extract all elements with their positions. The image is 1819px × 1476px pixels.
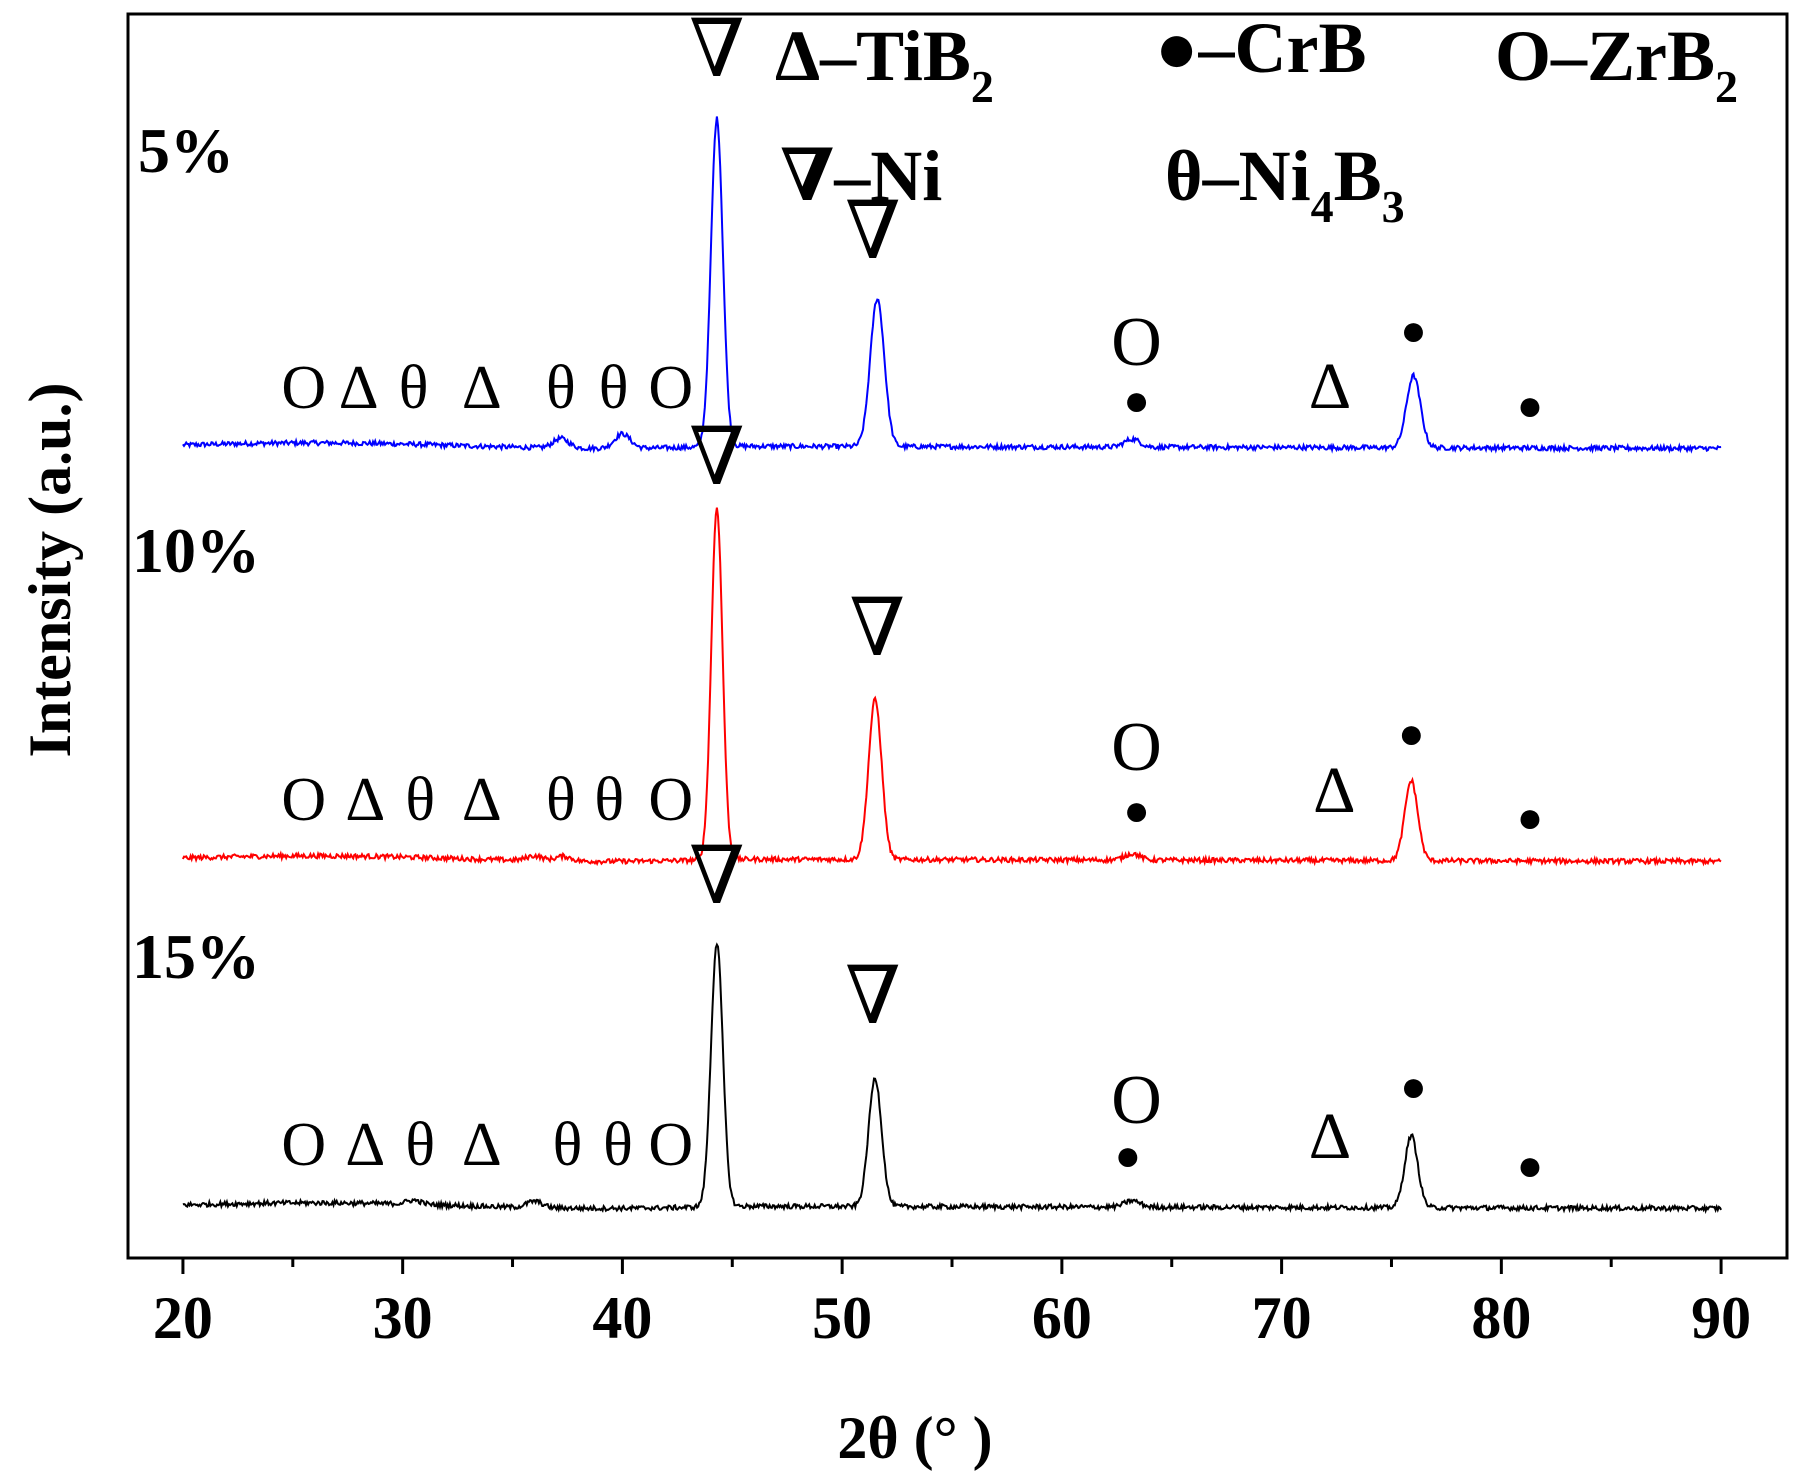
- series-line-10pct: [181, 507, 1722, 867]
- phase-marker: O: [648, 766, 693, 834]
- series-line-5pct: [182, 116, 1722, 454]
- phase-marker: ∇: [849, 585, 905, 673]
- phase-marker: O: [648, 354, 693, 422]
- x-axis-label: 2θ (° ): [837, 1405, 992, 1471]
- phase-marker: Δ: [1309, 350, 1351, 423]
- phase-marker: O: [1111, 1062, 1162, 1139]
- phase-marker: ∇: [689, 6, 745, 94]
- legend: Δ–TiB2 ●–CrB O–ZrB2 ∇–Ni θ–Ni4B3: [775, 8, 1738, 232]
- x-axis-ticks: 20 30 40 50 60 70 80 90: [153, 1258, 1751, 1351]
- phase-marker: O: [648, 1111, 693, 1179]
- phase-marker: Δ: [1313, 754, 1355, 827]
- phase-marker: θ: [405, 1111, 435, 1179]
- phase-marker: ∇: [689, 414, 745, 502]
- series-label: 15%: [132, 921, 260, 992]
- phase-marker: ●: [1400, 306, 1427, 355]
- phase-marker: θ: [594, 766, 624, 834]
- phase-marker: Δ: [462, 1111, 502, 1179]
- legend-entry-ni: ∇–Ni: [780, 136, 942, 216]
- phase-marker: O: [281, 354, 326, 422]
- phase-marker: ●: [1123, 786, 1150, 835]
- phase-marker: ∇: [689, 833, 745, 921]
- phase-marker: O: [281, 1111, 326, 1179]
- x-tick-label: 70: [1252, 1285, 1312, 1351]
- series-layer: [181, 116, 1722, 1215]
- phase-marker: O: [281, 766, 326, 834]
- phase-marker: Δ: [345, 1111, 385, 1179]
- phase-marker: Δ: [462, 354, 502, 422]
- series-label: 5%: [138, 115, 234, 186]
- phase-marker: Δ: [345, 766, 385, 834]
- phase-marker: O: [1111, 709, 1162, 786]
- phase-marker: ●: [1123, 376, 1150, 425]
- y-axis-label: Intensity (a.u.): [17, 382, 83, 757]
- phase-marker: θ: [405, 766, 435, 834]
- phase-marker: Δ: [462, 766, 502, 834]
- x-tick-label: 80: [1471, 1285, 1531, 1351]
- phase-marker: ●: [1115, 1131, 1142, 1180]
- phase-marker: θ: [603, 1111, 633, 1179]
- x-tick-label: 90: [1691, 1285, 1751, 1351]
- phase-marker: ●: [1400, 1062, 1427, 1111]
- series-label: 10%: [132, 515, 260, 586]
- plot-border: [126, 12, 1789, 1260]
- x-tick-label: 50: [812, 1285, 872, 1351]
- phase-marker: θ: [546, 766, 576, 834]
- phase-marker: ●: [1398, 709, 1425, 758]
- phase-marker: ∇: [845, 953, 901, 1041]
- series-labels: 5% 10% 15%: [132, 115, 260, 992]
- x-tick-label: 60: [1032, 1285, 1092, 1351]
- plot-frame: [126, 12, 1789, 1260]
- x-tick-label: 30: [373, 1285, 433, 1351]
- phase-marker: ●: [1517, 381, 1544, 430]
- phase-marker: θ: [553, 1111, 583, 1179]
- phase-marker: ∇: [845, 188, 901, 276]
- x-tick-label: 40: [592, 1285, 652, 1351]
- phase-marker: ●: [1517, 793, 1544, 842]
- phase-marker: O: [1111, 304, 1162, 381]
- phase-marker: Δ: [1309, 1100, 1351, 1173]
- phase-marker: θ: [546, 354, 576, 422]
- legend-entry-crb: ●–CrB: [1155, 8, 1366, 88]
- legend-entry-tib2: Δ–TiB2: [775, 16, 994, 112]
- phase-marker: Δ: [339, 354, 379, 422]
- legend-entry-zrb2: O–ZrB2: [1495, 16, 1738, 112]
- phase-marker: θ: [399, 354, 429, 422]
- x-tick-label: 20: [153, 1285, 213, 1351]
- legend-entry-ni4b3: θ–Ni4B3: [1165, 136, 1405, 232]
- phase-marker: ●: [1517, 1141, 1544, 1190]
- series-line-15pct: [182, 942, 1722, 1215]
- phase-marker: θ: [599, 354, 629, 422]
